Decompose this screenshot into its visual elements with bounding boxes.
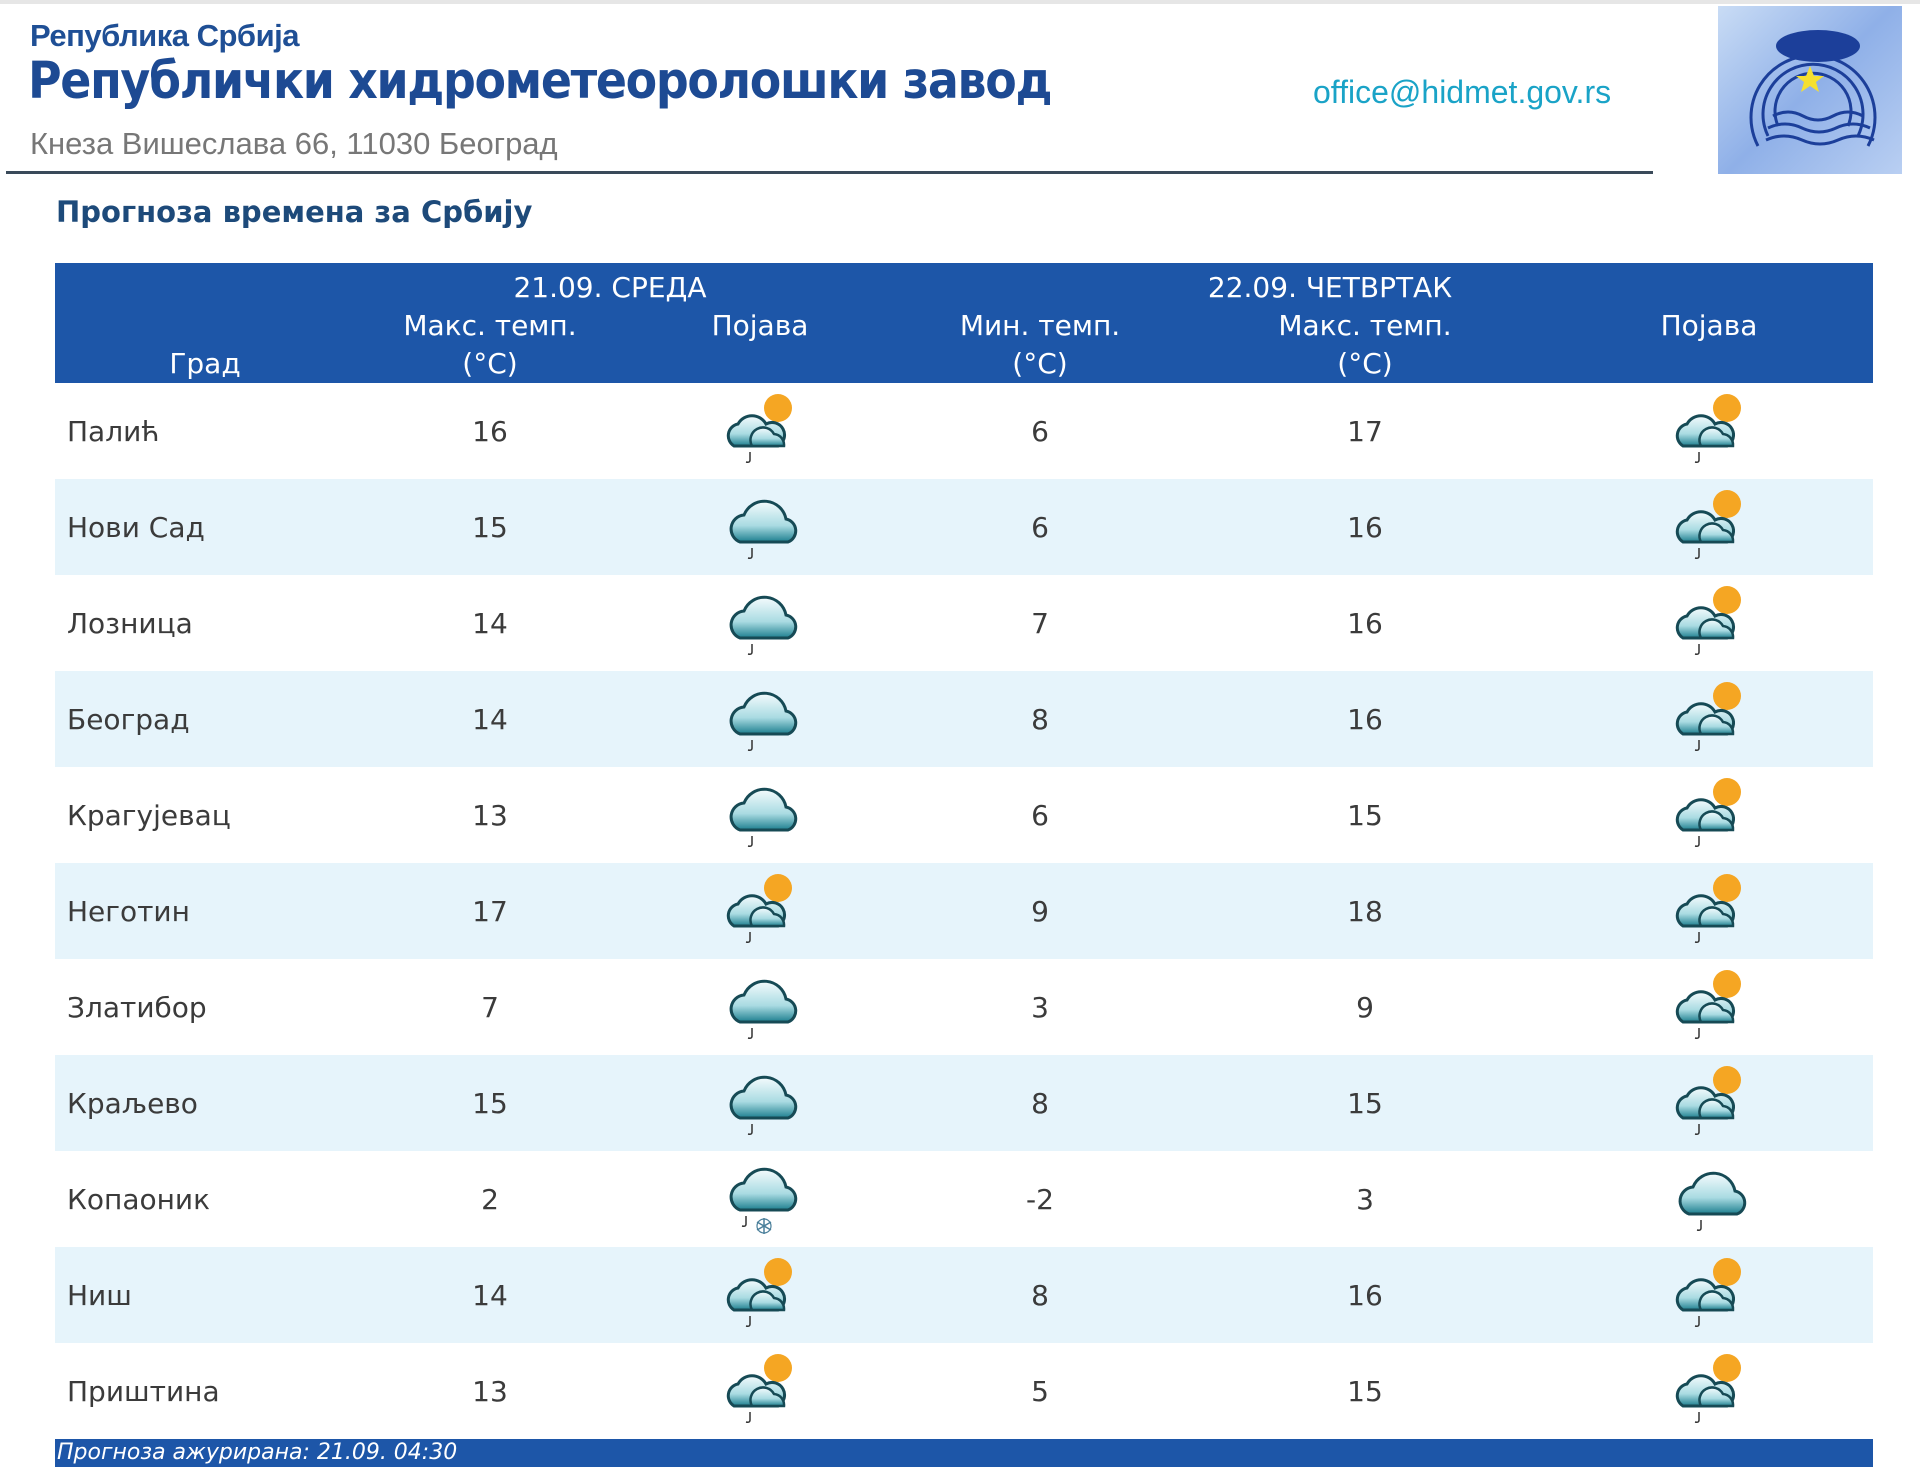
weather-icon-partly-cloudy-rain-day2-icon (1545, 768, 1873, 863)
table-row: Неготин 17 9 18 (55, 863, 1873, 959)
max-temp-day2: 3 (1356, 1182, 1374, 1216)
weather-icon-partly-cloudy-rain-day2-icon (1545, 384, 1873, 479)
weather-icon-cloudy-rain-day1-icon (625, 576, 895, 671)
forecast-updated: Прогноза ажурирана: 21.09. 04:30 (55, 1439, 1873, 1467)
weather-icon-partly-cloudy-rain-day1-icon (625, 864, 895, 959)
weather-icon-partly-cloudy-rain-day2-icon (1545, 672, 1873, 767)
city-name: Крагујевац (67, 798, 231, 832)
weather-icon-partly-cloudy-rain-day2-icon (1545, 480, 1873, 575)
weather-icon-partly-cloudy-rain-day1-icon (625, 1248, 895, 1343)
col-max2-unit: (°C) (1337, 347, 1393, 380)
table-row: Краљево 15 8 15 (55, 1055, 1873, 1151)
max-temp-day2: 16 (1347, 510, 1383, 544)
republic-label: Република Србија (30, 18, 300, 53)
min-temp-day2: 8 (1031, 702, 1049, 736)
min-temp-day2: 9 (1031, 894, 1049, 928)
city-name: Ниш (67, 1278, 132, 1312)
email-link[interactable]: office@hidmet.gov.rs (1313, 74, 1612, 110)
min-temp-day2: 5 (1031, 1374, 1049, 1408)
max-temp-day2: 18 (1347, 894, 1383, 928)
col-max2: Макс. темп. (1278, 309, 1452, 342)
table-row: Златибор 7 3 9 (55, 959, 1873, 1055)
col-city: Град (169, 347, 241, 380)
weather-icon-partly-cloudy-rain-day2-icon (1545, 1056, 1873, 1151)
weather-icon-cloudy-rain-day1-icon (625, 672, 895, 767)
max-temp-day2: 15 (1347, 1086, 1383, 1120)
weather-icon-cloudy-rain-day2-icon (1545, 1152, 1873, 1247)
weather-icon-cloudy-rain-day1-icon (625, 768, 895, 863)
weather-icon-partly-cloudy-rain-day1-icon (625, 384, 895, 479)
max-temp-day1: 15 (472, 1086, 508, 1120)
max-temp-day2: 16 (1347, 702, 1383, 736)
max-temp-day1: 15 (472, 510, 508, 544)
min-temp-day2: 8 (1031, 1278, 1049, 1312)
forecast-table: Град 21.09. СРЕДА Макс. темп. (°C) Појава … (55, 263, 1873, 1439)
max-temp-day1: 2 (481, 1182, 499, 1216)
weather-icon-partly-cloudy-rain-day2-icon (1545, 576, 1873, 671)
city-name: Лозница (67, 606, 193, 640)
max-temp-day2: 17 (1347, 414, 1383, 448)
city-name: Приштина (67, 1374, 220, 1408)
table-header: Град 21.09. СРЕДА Макс. темп. (°C) Појава … (55, 263, 1873, 383)
header-divider (6, 171, 1653, 174)
col-phen1: Појава (711, 309, 809, 342)
max-temp-day1: 13 (472, 798, 508, 832)
table-row: Копаоник 2 -2 3 (55, 1151, 1873, 1247)
page-title: Прогноза времена за Србију (56, 195, 533, 229)
day2-label: 22.09. ЧЕТВРТАК (1207, 271, 1453, 304)
city-name: Нови Сад (67, 510, 205, 544)
institute-title: Републички хидрометеоролошки завод (28, 52, 1053, 111)
max-temp-day2: 15 (1347, 798, 1383, 832)
table-row: Лозница 14 7 16 (55, 575, 1873, 671)
top-border (0, 0, 1920, 4)
weather-icon-cloudy-rain-day1-icon (625, 960, 895, 1055)
max-temp-day1: 14 (472, 606, 508, 640)
min-temp-day2: 6 (1031, 798, 1049, 832)
col-min2: Мин. темп. (959, 309, 1121, 342)
institute-logo[interactable] (1718, 6, 1902, 174)
weather-icon-cloudy-rain-snow-day1-icon (625, 1152, 895, 1247)
weather-icon-partly-cloudy-rain-day2-icon (1545, 960, 1873, 1055)
min-temp-day2: 7 (1031, 606, 1049, 640)
city-name: Палић (67, 414, 160, 448)
address: Кнеза Вишеслава 66, 11030 Београд (30, 126, 558, 161)
table-row: Ниш 14 8 16 (55, 1247, 1873, 1343)
city-name: Копаоник (67, 1182, 211, 1216)
max-temp-day2: 16 (1347, 1278, 1383, 1312)
max-temp-day2: 15 (1347, 1374, 1383, 1408)
weather-icon-partly-cloudy-rain-day1-icon (625, 1344, 895, 1439)
max-temp-day1: 7 (481, 990, 499, 1024)
day1-label: 21.09. СРЕДА (513, 271, 707, 304)
weather-icon-cloudy-rain-day1-icon (625, 480, 895, 575)
table-row: Нови Сад 15 6 16 (55, 479, 1873, 575)
table-row: Крагујевац 13 6 15 (55, 767, 1873, 863)
max-temp-day1: 13 (472, 1374, 508, 1408)
max-temp-day1: 16 (472, 414, 508, 448)
min-temp-day2: 6 (1031, 414, 1049, 448)
weather-icon-cloudy-rain-day1-icon (625, 1056, 895, 1151)
min-temp-day2: 8 (1031, 1086, 1049, 1120)
city-name: Београд (67, 702, 190, 736)
table-row: Приштина 13 5 15 (55, 1343, 1873, 1439)
city-name: Краљево (67, 1086, 198, 1120)
city-name: Златибор (67, 990, 207, 1024)
weather-icon-partly-cloudy-rain-day2-icon (1545, 864, 1873, 959)
max-temp-day1: 17 (472, 894, 508, 928)
col-max1-unit: (°C) (462, 347, 518, 380)
max-temp-day1: 14 (472, 1278, 508, 1312)
weather-icon-partly-cloudy-rain-day2-icon (1545, 1344, 1873, 1439)
max-temp-day2: 9 (1356, 990, 1374, 1024)
min-temp-day2: 6 (1031, 510, 1049, 544)
city-name: Неготин (67, 894, 190, 928)
table-row: Палић 16 6 17 (55, 383, 1873, 479)
col-max1: Макс. темп. (403, 309, 577, 342)
max-temp-day1: 14 (472, 702, 508, 736)
table-row: Београд 14 8 16 (55, 671, 1873, 767)
weather-icon-partly-cloudy-rain-day2-icon (1545, 1248, 1873, 1343)
col-min2-unit: (°C) (1012, 347, 1068, 380)
max-temp-day2: 16 (1347, 606, 1383, 640)
col-phen2: Појава (1660, 309, 1758, 342)
min-temp-day2: 3 (1031, 990, 1049, 1024)
min-temp-day2: -2 (1026, 1182, 1054, 1216)
